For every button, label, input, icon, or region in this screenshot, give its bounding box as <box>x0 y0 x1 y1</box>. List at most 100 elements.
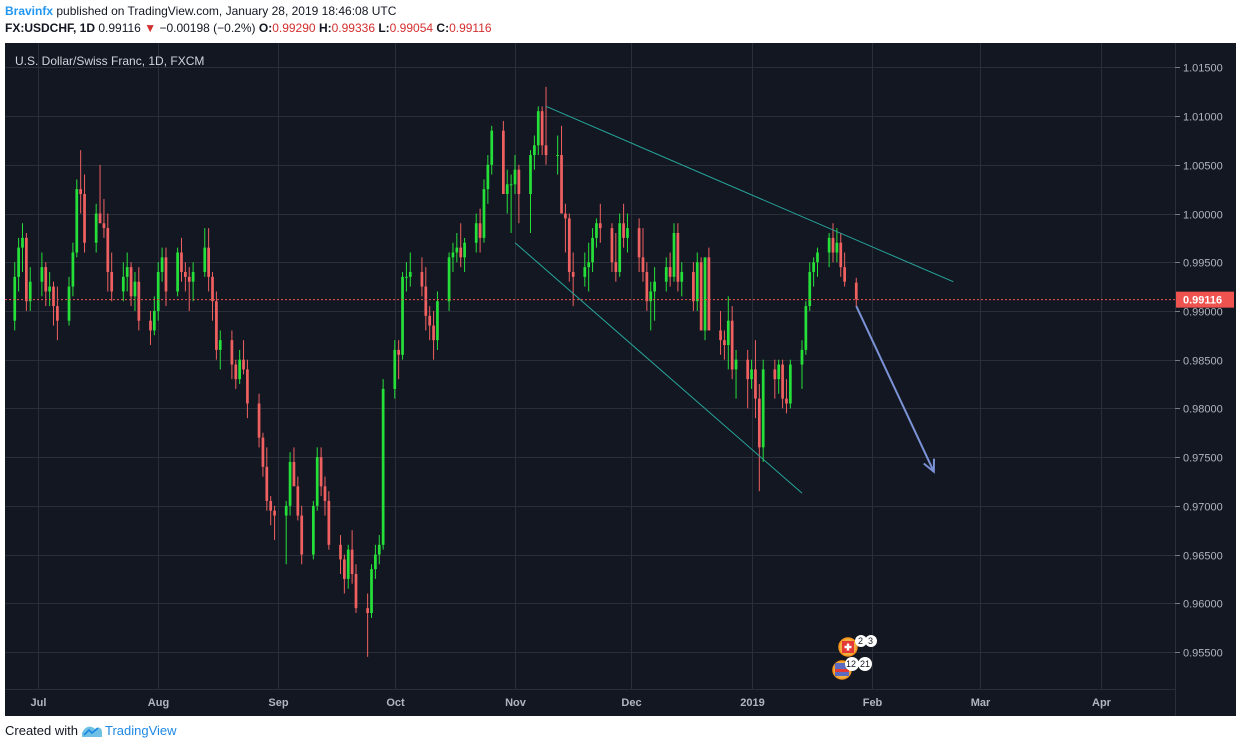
candle-body <box>459 247 463 258</box>
forecast-arrow[interactable] <box>855 305 935 473</box>
candle-body <box>98 213 102 224</box>
event-marker-ch[interactable]: 2 3 <box>838 635 877 657</box>
candle-body <box>692 271 695 302</box>
candle-body <box>75 189 79 253</box>
candle-body <box>734 359 738 370</box>
x-tick-label: Nov <box>505 697 527 709</box>
price-axis[interactable]: 1.01500 1.01000 1.00500 1.00000 0.99500 0.990… <box>1175 63 1223 660</box>
candle-body <box>463 242 466 258</box>
candle-body <box>843 267 846 282</box>
candle-body <box>486 164 490 190</box>
publish-info: Bravinfx published on TradingView.com, J… <box>5 4 396 20</box>
chart-title: U.S. Dollar/Swiss Franc, 1D, FXCM <box>15 54 204 68</box>
candle-body <box>645 271 649 302</box>
candle-body <box>215 301 218 350</box>
candle-body <box>125 267 129 277</box>
candle-body <box>83 194 86 243</box>
candle-body <box>180 252 183 272</box>
candle-body <box>300 515 304 555</box>
x-tick-label: Mar <box>971 697 991 709</box>
candle-body <box>238 359 242 380</box>
x-tick-label: Feb <box>863 697 883 709</box>
candle-body <box>346 549 350 579</box>
candle-body <box>52 286 55 307</box>
candle-body <box>327 500 331 545</box>
candle-body <box>149 320 152 331</box>
event-badge-left: 2 <box>858 636 863 646</box>
drawings[interactable] <box>514 105 954 494</box>
x-tick-label: Apr <box>1092 697 1112 709</box>
time-axis[interactable]: Jul Aug Sep Oct Nov Dec 2019 Feb Mar Apr <box>31 697 1112 709</box>
candle-body <box>676 233 680 282</box>
chart-background <box>5 43 1236 716</box>
event-marker-us[interactable]: 12 21 <box>832 657 872 680</box>
candle-body <box>490 130 494 165</box>
candle-body <box>311 505 315 555</box>
candle-body <box>451 252 455 258</box>
candle-body <box>478 223 482 238</box>
open-label: O: <box>258 21 273 35</box>
candle-body <box>121 276 125 292</box>
grid <box>5 43 1175 689</box>
candle-body <box>800 349 804 365</box>
candle-body <box>94 213 98 243</box>
candle-body <box>839 242 843 268</box>
high-label: H: <box>318 21 332 35</box>
candle-body <box>191 271 195 282</box>
y-tick-label: 1.00500 <box>1183 161 1223 173</box>
candle-body <box>641 257 645 272</box>
candle-body <box>187 276 191 282</box>
candle-body <box>273 510 276 516</box>
candle-body <box>48 286 51 292</box>
candle-body <box>529 155 532 195</box>
y-tick-label: 0.96500 <box>1183 551 1223 563</box>
x-tick-label: Oct <box>386 697 405 709</box>
candle-body <box>854 282 858 300</box>
y-tick-label: 0.96000 <box>1183 599 1223 611</box>
candle-body <box>556 155 560 157</box>
candle-body <box>618 223 622 272</box>
x-tick-label: Jul <box>31 697 47 709</box>
candle-body <box>234 364 238 380</box>
y-tick-label: 0.97500 <box>1183 453 1223 465</box>
candle-body <box>424 286 428 316</box>
candle-body <box>831 237 835 253</box>
upper-trendline[interactable] <box>545 105 954 283</box>
candle-body <box>788 364 792 404</box>
tradingview-link[interactable]: TradingView <box>104 723 177 738</box>
candle-body <box>13 276 17 321</box>
candle-body <box>246 369 249 404</box>
candle-body <box>137 281 141 321</box>
candle-body <box>835 242 839 253</box>
candle-body <box>781 364 784 399</box>
us-flag-stripe <box>835 669 849 672</box>
candle-body <box>482 189 486 238</box>
publisher-name[interactable]: Bravinfx <box>5 4 54 18</box>
price-chart[interactable]: 1.01500 1.01000 1.00500 1.00000 0.99500 0.990… <box>5 43 1236 716</box>
candle-body <box>257 403 261 438</box>
candle-body <box>230 340 234 365</box>
candle-body <box>207 247 210 277</box>
candle-body <box>455 247 459 253</box>
candle-body <box>509 184 513 186</box>
candle-body <box>343 559 346 579</box>
candle-body <box>218 340 222 350</box>
candle-body <box>637 228 641 258</box>
candle-body <box>474 223 478 243</box>
candle-body <box>381 388 385 545</box>
candle-body <box>707 257 711 331</box>
candle-body <box>560 155 563 214</box>
down-triangle-icon: ▼ <box>144 21 157 35</box>
candle-body <box>28 281 32 302</box>
lower-trendline[interactable] <box>514 242 803 494</box>
candle-body <box>680 271 684 282</box>
candle-body <box>211 276 214 302</box>
candle-body <box>505 184 509 195</box>
candle-body <box>176 252 179 292</box>
candle-body <box>777 364 781 380</box>
candle-body <box>695 262 699 302</box>
candle-body <box>754 369 757 399</box>
candle-body <box>102 223 106 229</box>
candle-body <box>393 349 397 389</box>
candle-body <box>40 267 44 282</box>
